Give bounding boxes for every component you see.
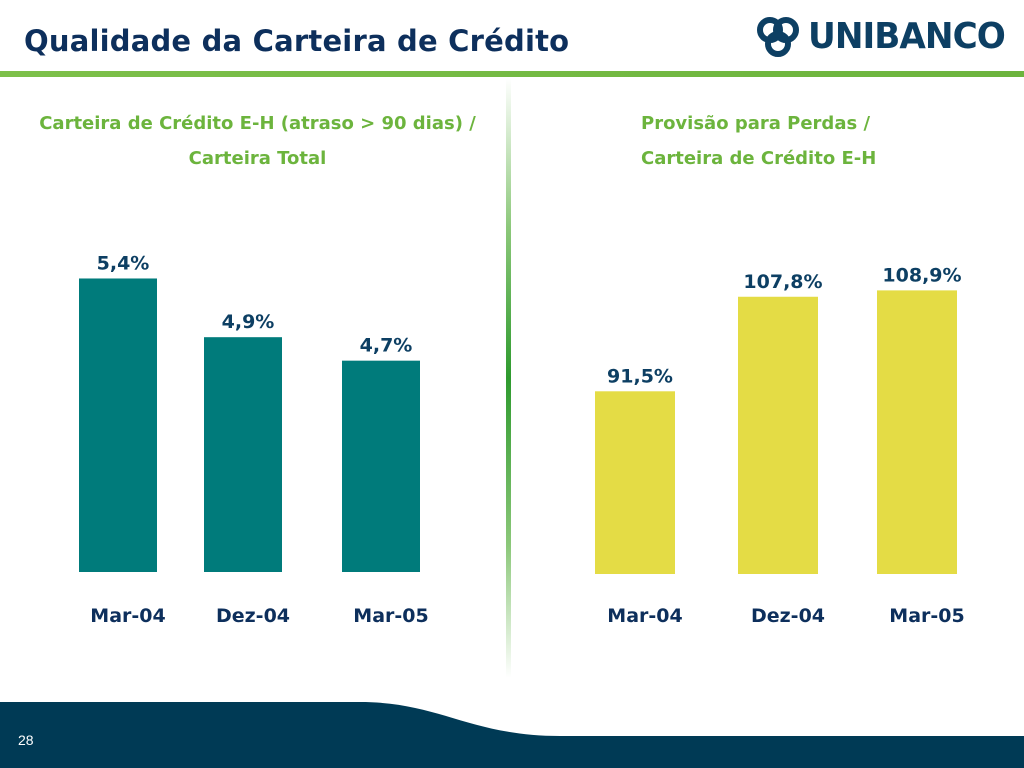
page-title: Qualidade da Carteira de Crédito bbox=[24, 24, 570, 58]
left-chart-title: Carteira de Crédito E-H (atraso > 90 dia… bbox=[0, 106, 515, 176]
right-chart-title-line-2: Carteira de Crédito E-H bbox=[641, 148, 877, 169]
left-category-label-2: Dez-04 bbox=[216, 605, 290, 627]
logo-wordmark: UNIBANCO bbox=[808, 16, 1006, 57]
left-bar-2 bbox=[204, 337, 282, 572]
right-bar-2 bbox=[738, 296, 818, 574]
right-bar-3 bbox=[877, 290, 957, 574]
unibanco-emblem-icon bbox=[757, 17, 799, 57]
right-category-label-1: Mar-04 bbox=[607, 605, 682, 627]
unibanco-logo: UNIBANCO bbox=[752, 12, 1020, 62]
right-chart-title-line-1: Provisão para Perdas / bbox=[641, 113, 871, 134]
slide-number: 28 bbox=[18, 732, 34, 748]
right-category-label-3: Mar-05 bbox=[889, 605, 964, 627]
header-rule bbox=[0, 71, 1024, 77]
left-data-label-1: 5,4% bbox=[97, 252, 150, 274]
chart-divider bbox=[506, 78, 511, 678]
right-data-label-1: 91,5% bbox=[607, 365, 673, 387]
right-bar-1 bbox=[595, 391, 675, 574]
left-chart-title-line-2: Carteira Total bbox=[188, 148, 327, 169]
left-category-label-1: Mar-04 bbox=[90, 605, 165, 627]
left-bar-1 bbox=[79, 278, 157, 572]
right-data-label-3: 108,9% bbox=[882, 264, 961, 286]
right-chart-title: Provisão para Perdas / Carteira de Crédi… bbox=[641, 106, 961, 176]
left-data-label-3: 4,7% bbox=[360, 335, 413, 357]
left-bar-3 bbox=[342, 360, 420, 572]
left-category-label-3: Mar-05 bbox=[353, 605, 428, 627]
right-data-label-2: 107,8% bbox=[743, 271, 822, 293]
footer-band bbox=[0, 702, 1024, 768]
right-category-label-2: Dez-04 bbox=[751, 605, 825, 627]
left-chart-title-line-1: Carteira de Crédito E-H (atraso > 90 dia… bbox=[39, 113, 476, 134]
left-data-label-2: 4,9% bbox=[222, 311, 275, 333]
